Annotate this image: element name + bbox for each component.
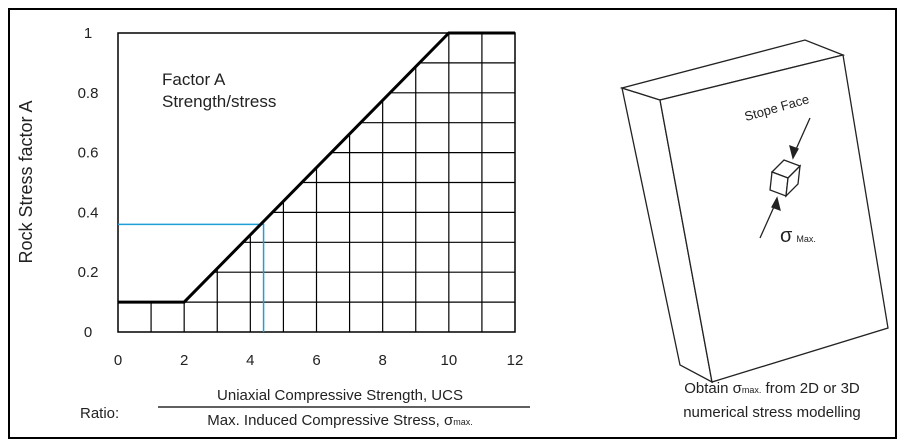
annotation: Factor A — [162, 70, 226, 89]
subscript: max. — [742, 385, 762, 395]
y-tick-label: 0 — [84, 324, 92, 341]
y-tick-label: 1 — [84, 25, 92, 42]
caption-text: Obtain σ — [684, 380, 742, 397]
line — [118, 31, 515, 304]
y-tick-label: 0.2 — [78, 264, 99, 281]
cube-right — [785, 164, 801, 198]
arrow-head — [771, 196, 781, 212]
stress-label: σ Max. — [780, 225, 816, 247]
x-tick-label: 8 — [378, 352, 386, 369]
caption: numerical stress modelling — [683, 404, 861, 421]
reading-line — [118, 223, 265, 332]
slab-front — [659, 54, 889, 383]
caption: Obtain σmax. from 2D or 3D — [684, 380, 860, 397]
subscript: Max. — [796, 234, 816, 244]
x-axis-label: Ratio: — [80, 405, 119, 422]
x-tick-label: 6 — [312, 352, 320, 369]
stope-diagram — [619, 39, 889, 384]
x-tick-label: 12 — [507, 352, 524, 369]
arrow-head — [789, 144, 799, 160]
x-axis-label: Uniaxial Compressive Strength, UCS — [217, 387, 463, 404]
plot-frame — [117, 32, 516, 333]
annotation: Strength/stress — [162, 92, 276, 111]
sigma: σ — [780, 225, 793, 247]
y-tick-label: 0.6 — [78, 145, 99, 162]
caption-text: from 2D or 3D — [761, 380, 860, 397]
x-axis-label: Max. Induced Compressive Stress, σmax. — [207, 412, 473, 429]
x-tick-label: 0 — [114, 352, 122, 369]
subscript: max. — [453, 417, 473, 427]
y-tick-label: 0.4 — [78, 204, 99, 221]
x-tick-label: 4 — [246, 352, 254, 369]
x-tick-label: 2 — [180, 352, 188, 369]
frame — [8, 8, 897, 439]
y-tick-label: 0.8 — [78, 85, 99, 102]
x-tick-label: 10 — [440, 352, 457, 369]
y-axis-label: Rock Stress factor A — [16, 100, 36, 263]
x-axis-label: Max. Induced Compressive Stress, σ — [207, 412, 454, 429]
